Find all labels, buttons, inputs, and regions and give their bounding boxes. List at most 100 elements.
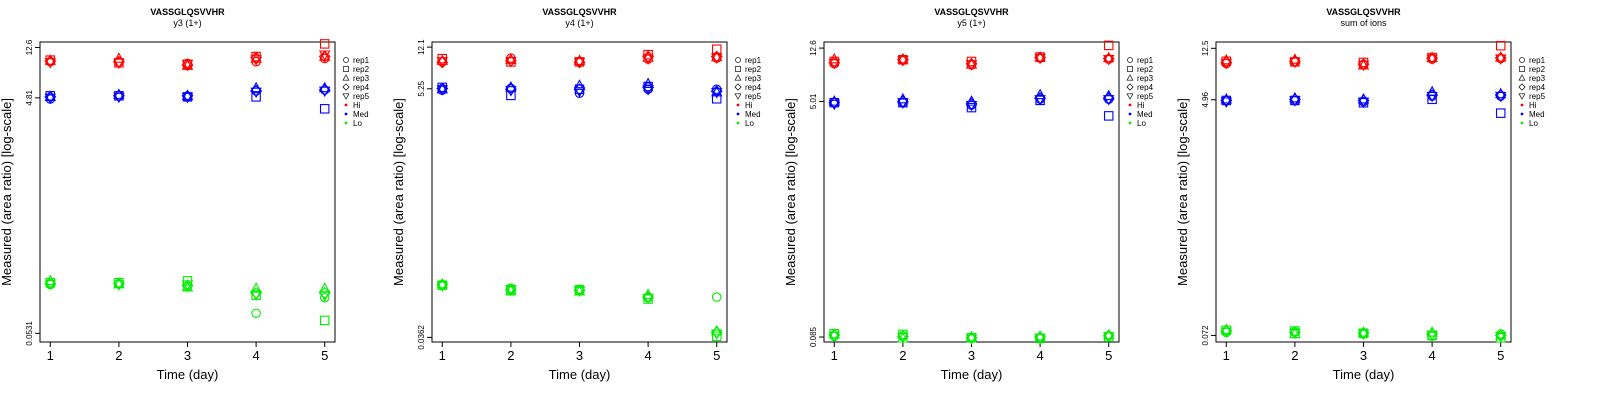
data-point-med [1034,95,1046,106]
y-axis-label: Measured (area ratio) [log-scale] [391,98,406,286]
data-point-lo [1034,330,1046,341]
y-tick-label: 12.6 [809,40,818,56]
plot-frame [823,41,1120,343]
legend-label: rep5 [1137,92,1154,101]
data-point-hi [181,59,194,71]
y-tick-label: 0.072 [1201,325,1210,346]
x-tick-label: 2 [115,348,122,363]
legend-label: Hi [1137,101,1145,110]
data-point-lo [319,315,330,326]
data-point-lo [436,281,449,292]
plot-frame [1215,41,1512,343]
x-tick-label: 4 [1036,348,1043,363]
data-point-hi [318,50,331,61]
x-axis-label: Time (day) [549,367,611,382]
legend-label: rep1 [353,56,370,65]
legend-hi-icon [736,103,740,107]
legend-rep4-diamond-icon [734,83,742,91]
legend-hi-icon [344,103,348,107]
data-point-med [710,88,723,99]
data-point-med [573,79,586,90]
legend-med-icon [344,112,348,116]
chart-title: VASSGLQSVVHR [1326,7,1401,17]
x-tick-label: 3 [968,348,975,363]
x-axis-label: Time (day) [941,367,1003,382]
chart-title: VASSGLQSVVHR [542,7,617,17]
data-point-lo [1289,329,1301,340]
data-point-med [114,91,124,101]
data-point-med [829,97,840,108]
data-point-lo [710,326,723,339]
data-point-med [828,99,841,111]
data-point-med [505,86,517,97]
x-tick-label: 1 [439,348,446,363]
legend-rep3-triangle-up-icon [1518,74,1526,81]
data-point-hi [436,57,449,68]
data-point-med [319,104,330,114]
data-point-med [318,86,331,98]
legend-lo-icon [736,121,740,125]
legend-rep1-circle-icon [343,57,349,63]
legend-lo-icon [344,121,348,125]
data-point-lo [319,292,330,303]
data-point-hi [1034,51,1046,62]
legend-rep3-triangle-up-icon [734,74,742,81]
x-tick-label: 3 [1360,348,1367,363]
y-tick-label: 5.25 [417,80,426,96]
data-point-hi [828,52,841,64]
chart-title: VASSGLQSVVHR [934,7,1009,17]
x-tick-label: 1 [831,348,838,363]
data-point-med [44,90,57,102]
legend-label: Lo [1137,119,1146,128]
x-axis-label: Time (day) [1333,367,1395,382]
chart-title: VASSGLQSVVHR [150,7,225,17]
data-point-lo [965,330,978,342]
data-point-hi [642,54,654,66]
legend-rep1-circle-icon [1127,57,1133,63]
legend-label: rep3 [1137,74,1154,83]
data-point-lo [250,282,262,293]
data-point-hi [113,52,125,63]
data-point-hi [710,53,723,64]
legend-rep4-diamond-icon [1126,83,1134,91]
data-point-hi [965,58,978,69]
data-point-med [113,92,125,104]
legend-rep2-square-icon [343,66,349,72]
data-point-hi [44,58,57,69]
legend-label: rep3 [353,74,370,83]
x-tick-label: 1 [47,348,54,363]
y-axis-label: Measured (area ratio) [log-scale] [0,98,14,286]
data-point-lo [1220,327,1233,339]
x-tick-label: 4 [1428,348,1435,363]
data-point-hi [711,44,722,54]
data-point-med [965,100,978,112]
data-point-med [1289,96,1301,107]
data-point-lo [828,331,841,343]
data-point-lo [1494,329,1507,340]
data-point-lo [710,329,723,341]
data-point-hi [505,57,517,68]
data-point-lo [1357,326,1370,337]
legend-rep5-triangle-down-icon [1518,93,1526,100]
y-tick-label: 12.1 [417,39,426,55]
data-point-med [436,85,449,96]
data-point-hi [1426,54,1438,65]
legend-rep5-triangle-down-icon [342,93,350,100]
chart-subtitle: y4 (1+) [565,18,593,28]
y-tick-label: 4.81 [25,90,34,106]
data-point-lo [573,286,586,298]
data-point-med [1357,97,1370,108]
data-point-med [965,97,978,110]
data-point-hi [113,58,125,70]
y-tick-label: 0.0531 [25,321,34,346]
legend-rep2-square-icon [735,66,741,72]
data-point-hi [1289,57,1301,69]
data-point-hi [1102,55,1115,66]
data-point-med [113,88,125,99]
legend-rep5-triangle-down-icon [734,93,742,100]
